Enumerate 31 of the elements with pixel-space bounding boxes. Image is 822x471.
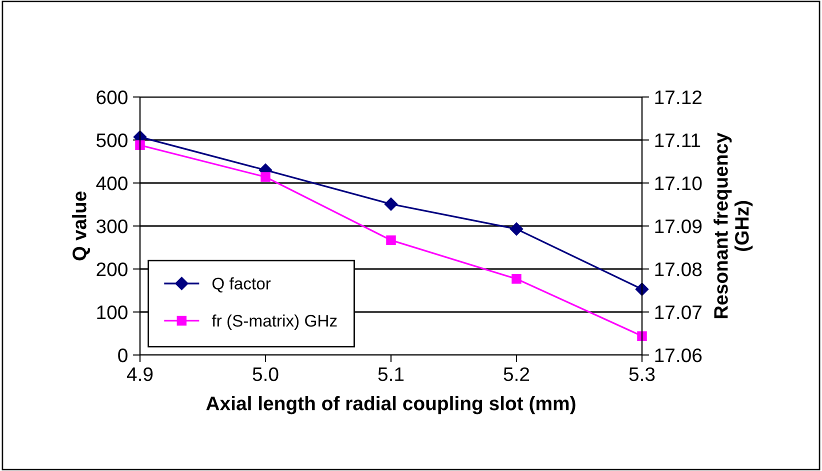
legend-label: Q factor <box>212 277 271 292</box>
y-tick-label: 600 <box>96 90 128 104</box>
point <box>260 172 270 182</box>
x-tick-label: 5.1 <box>378 368 404 382</box>
point <box>635 282 649 296</box>
x-tick-label: 5.3 <box>629 367 655 382</box>
y-tick-label: 100 <box>97 305 128 320</box>
y-tick-label: 500 <box>96 133 128 148</box>
legend-label: fr (S-matrix) GHz <box>212 314 337 330</box>
y2-tick-label: 17.07 <box>655 305 702 320</box>
point <box>512 274 522 284</box>
y2-axis-title: Resonant frequency (GHz) <box>714 132 753 318</box>
y-tick-label: 0 <box>118 348 128 362</box>
y2-tick-label: 17.08 <box>655 262 702 276</box>
y2-tick-label: 17.12 <box>655 90 702 104</box>
y2-tick-label: 17.09 <box>655 219 702 234</box>
x-tick-label: 4.9 <box>126 367 153 382</box>
x-tick-label: 5.0 <box>252 367 278 382</box>
point <box>386 235 396 246</box>
y-tick-label: 200 <box>96 262 128 276</box>
point <box>384 197 398 211</box>
x-tick-label: 5.2 <box>504 367 530 382</box>
y2-tick-label: 17.11 <box>655 134 700 148</box>
y2-tick-label: 17.06 <box>655 348 702 362</box>
x-axis-title: Axial length of radial coupling slot (mm) <box>206 396 576 414</box>
y2-tick-label: 17.10 <box>655 176 702 190</box>
point <box>510 222 524 236</box>
point <box>637 331 647 341</box>
y-tick-label: 400 <box>96 176 128 190</box>
y-axis-title: Q value <box>72 192 90 260</box>
y-tick-label: 300 <box>96 219 128 234</box>
